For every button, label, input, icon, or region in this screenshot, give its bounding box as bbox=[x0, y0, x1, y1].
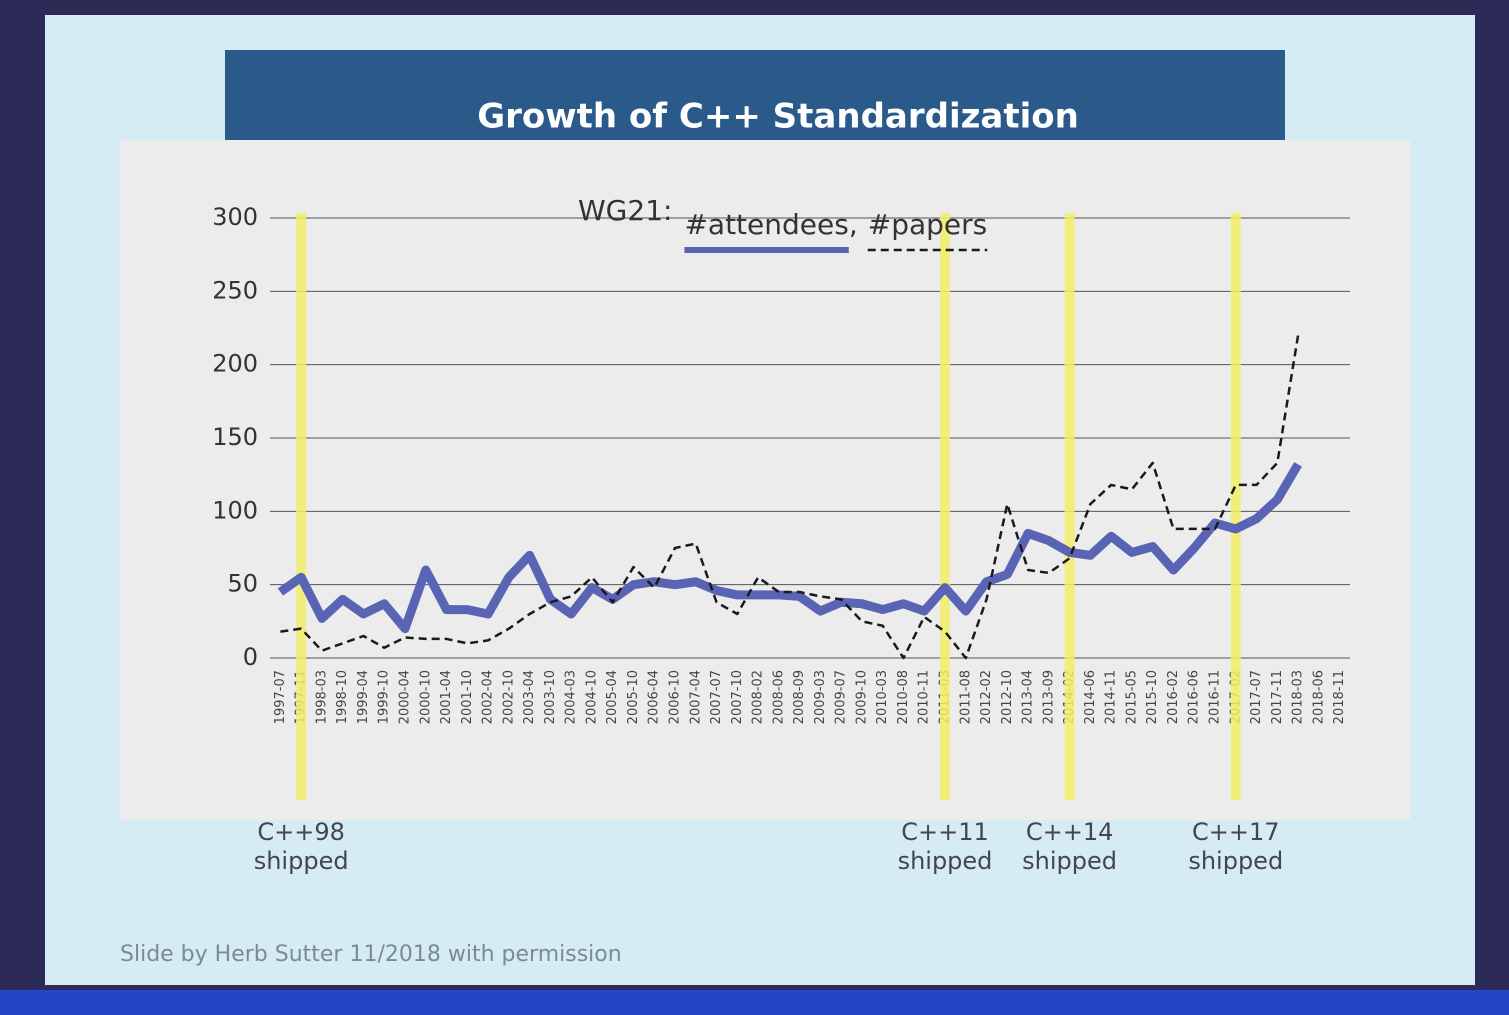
y-tick-label: 100 bbox=[212, 496, 258, 524]
y-tick-label: 150 bbox=[212, 423, 258, 451]
x-tick-label: 1999-04 bbox=[356, 670, 371, 724]
x-tick-label: 2000-04 bbox=[398, 670, 413, 724]
x-tick-label: 2010-11 bbox=[917, 670, 932, 724]
chart-area bbox=[120, 140, 1410, 820]
x-tick-label: 2001-10 bbox=[460, 670, 475, 724]
x-tick-label: 2017-11 bbox=[1270, 670, 1285, 724]
x-tick-label: 2007-10 bbox=[730, 670, 745, 724]
release-note: shipped bbox=[1022, 847, 1117, 875]
x-tick-label: 2014-11 bbox=[1104, 670, 1119, 724]
y-tick-label: 50 bbox=[227, 570, 258, 598]
x-tick-label: 2008-06 bbox=[771, 670, 786, 724]
x-tick-label: 2004-03 bbox=[564, 670, 579, 724]
stage-light bbox=[0, 990, 1509, 1015]
x-tick-label: 2018-11 bbox=[1332, 670, 1347, 724]
x-tick-label: 2016-11 bbox=[1208, 670, 1223, 724]
release-note: shipped bbox=[1188, 847, 1283, 875]
y-tick-label: 300 bbox=[212, 203, 258, 231]
x-tick-label: 2000-10 bbox=[418, 670, 433, 724]
y-tick-label: 0 bbox=[243, 643, 258, 671]
series-line bbox=[280, 335, 1300, 660]
x-tick-label: 2003-04 bbox=[522, 670, 537, 724]
legend-separator: , bbox=[849, 208, 858, 241]
release-label: C++14 bbox=[1026, 818, 1114, 846]
x-tick-label: 2015-10 bbox=[1145, 670, 1160, 724]
x-tick-label: 2016-02 bbox=[1166, 670, 1181, 724]
chart-title: WG21: bbox=[578, 194, 672, 227]
x-tick-label: 2011-08 bbox=[958, 670, 973, 724]
x-tick-label: 2009-03 bbox=[813, 670, 828, 724]
slide-title: Growth of C++ Standardization bbox=[477, 97, 1079, 137]
x-tick-label: 2002-10 bbox=[501, 670, 516, 724]
x-tick-label: 2018-03 bbox=[1291, 670, 1306, 724]
x-tick-label: 2013-04 bbox=[1021, 670, 1036, 724]
y-tick-label: 250 bbox=[212, 276, 258, 304]
x-tick-label: 2007-04 bbox=[688, 670, 703, 724]
x-tick-label: 2006-04 bbox=[647, 670, 662, 724]
x-tick-label: 2009-07 bbox=[834, 670, 849, 724]
x-tick-label: 2006-10 bbox=[668, 670, 683, 724]
x-tick-label: 2001-04 bbox=[439, 670, 454, 724]
x-tick-label: 2007-07 bbox=[709, 670, 724, 724]
release-label: C++17 bbox=[1192, 818, 1280, 846]
x-tick-label: 2016-06 bbox=[1187, 670, 1202, 724]
x-tick-label: 1998-03 bbox=[314, 670, 329, 724]
release-note: shipped bbox=[254, 847, 349, 875]
x-tick-label: 2015-05 bbox=[1124, 670, 1139, 724]
y-tick-label: 200 bbox=[212, 350, 258, 378]
x-tick-label: 1999-10 bbox=[377, 670, 392, 724]
x-tick-label: 2014-06 bbox=[1083, 670, 1098, 724]
x-tick-label: 2008-09 bbox=[792, 670, 807, 724]
x-tick-label: 2003-10 bbox=[543, 670, 558, 724]
legend-label: #attendees bbox=[684, 208, 848, 241]
footer: Slide by Herb Sutter 11/2018 with permis… bbox=[120, 942, 622, 967]
legend-label: #papers bbox=[868, 208, 988, 241]
x-tick-label: 2005-04 bbox=[605, 670, 620, 724]
x-tick-label: 2012-02 bbox=[979, 670, 994, 724]
x-tick-label: 1997-07 bbox=[273, 670, 288, 724]
x-tick-label: 2008-02 bbox=[751, 670, 766, 724]
x-tick-label: 2018-06 bbox=[1311, 670, 1326, 724]
x-tick-label: 2009-10 bbox=[854, 670, 869, 724]
x-tick-label: 2013-09 bbox=[1041, 670, 1056, 724]
x-tick-label: 2004-10 bbox=[584, 670, 599, 724]
x-tick-label: 2017-07 bbox=[1249, 670, 1264, 724]
series-line bbox=[277, 462, 1302, 634]
x-tick-label: 2010-08 bbox=[896, 670, 911, 724]
x-tick-label: 2002-04 bbox=[481, 670, 496, 724]
release-note: shipped bbox=[898, 847, 993, 875]
release-label: C++11 bbox=[901, 818, 989, 846]
x-tick-label: 1998-10 bbox=[335, 670, 350, 724]
x-tick-label: 2010-03 bbox=[875, 670, 890, 724]
x-tick-label: 2012-10 bbox=[1000, 670, 1015, 724]
x-tick-label: 2005-10 bbox=[626, 670, 641, 724]
release-label: C++98 bbox=[257, 818, 345, 846]
